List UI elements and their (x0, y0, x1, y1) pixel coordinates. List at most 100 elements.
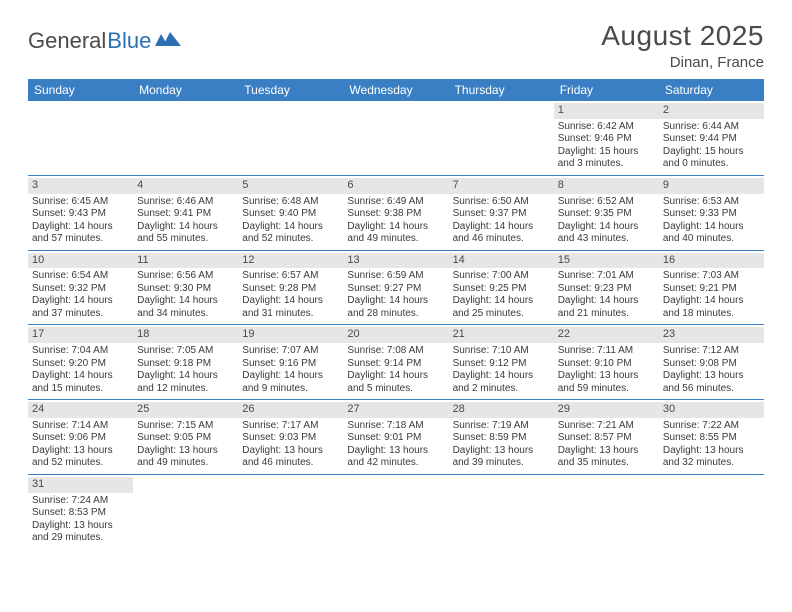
flag-icon (155, 28, 181, 54)
day-cell: 20Sunrise: 7:08 AMSunset: 9:14 PMDayligh… (343, 325, 448, 399)
daylight-text: Daylight: 13 hours and 35 minutes. (558, 445, 655, 470)
sunrise-text: Sunrise: 7:18 AM (347, 420, 444, 433)
calendar: SundayMondayTuesdayWednesdayThursdayFrid… (28, 79, 764, 549)
day-cell: 8Sunrise: 6:52 AMSunset: 9:35 PMDaylight… (554, 176, 659, 250)
day-cell (238, 101, 343, 175)
sunrise-text: Sunrise: 7:03 AM (663, 270, 760, 283)
page: GeneralBlue August 2025 Dinan, France Su… (0, 0, 792, 569)
daylight-text: Daylight: 13 hours and 46 minutes. (242, 445, 339, 470)
day-cell (554, 475, 659, 549)
sunrise-text: Sunrise: 7:17 AM (242, 420, 339, 433)
sunset-text: Sunset: 9:18 PM (137, 358, 234, 371)
sunset-text: Sunset: 8:53 PM (32, 507, 129, 520)
daylight-text: Daylight: 13 hours and 59 minutes. (558, 370, 655, 395)
sunset-text: Sunset: 9:05 PM (137, 432, 234, 445)
sunset-text: Sunset: 9:40 PM (242, 208, 339, 221)
day-number: 15 (554, 253, 659, 269)
day-cell (133, 475, 238, 549)
daylight-text: Daylight: 14 hours and 25 minutes. (453, 295, 550, 320)
day-number: 21 (449, 327, 554, 343)
daylight-text: Daylight: 14 hours and 5 minutes. (347, 370, 444, 395)
sunset-text: Sunset: 9:38 PM (347, 208, 444, 221)
daylight-text: Daylight: 14 hours and 12 minutes. (137, 370, 234, 395)
day-cell: 10Sunrise: 6:54 AMSunset: 9:32 PMDayligh… (28, 251, 133, 325)
day-cell: 6Sunrise: 6:49 AMSunset: 9:38 PMDaylight… (343, 176, 448, 250)
day-cell (343, 101, 448, 175)
week-row: 10Sunrise: 6:54 AMSunset: 9:32 PMDayligh… (28, 251, 764, 326)
day-number: 22 (554, 327, 659, 343)
sunrise-text: Sunrise: 7:24 AM (32, 495, 129, 508)
sunset-text: Sunset: 9:27 PM (347, 283, 444, 296)
sunset-text: Sunset: 8:57 PM (558, 432, 655, 445)
day-number: 10 (28, 253, 133, 269)
day-cell: 13Sunrise: 6:59 AMSunset: 9:27 PMDayligh… (343, 251, 448, 325)
day-cell: 28Sunrise: 7:19 AMSunset: 8:59 PMDayligh… (449, 400, 554, 474)
daylight-text: Daylight: 14 hours and 37 minutes. (32, 295, 129, 320)
week-row: 24Sunrise: 7:14 AMSunset: 9:06 PMDayligh… (28, 400, 764, 475)
day-cell (659, 475, 764, 549)
daylight-text: Daylight: 13 hours and 52 minutes. (32, 445, 129, 470)
day-number: 14 (449, 253, 554, 269)
sunset-text: Sunset: 9:41 PM (137, 208, 234, 221)
day-number: 19 (238, 327, 343, 343)
daylight-text: Daylight: 13 hours and 39 minutes. (453, 445, 550, 470)
sunrise-text: Sunrise: 7:15 AM (137, 420, 234, 433)
logo-text-blue: Blue (107, 28, 151, 54)
sunset-text: Sunset: 9:03 PM (242, 432, 339, 445)
sunset-text: Sunset: 9:21 PM (663, 283, 760, 296)
sunset-text: Sunset: 9:25 PM (453, 283, 550, 296)
day-cell: 12Sunrise: 6:57 AMSunset: 9:28 PMDayligh… (238, 251, 343, 325)
daylight-text: Daylight: 14 hours and 31 minutes. (242, 295, 339, 320)
day-number: 12 (238, 253, 343, 269)
sunset-text: Sunset: 9:06 PM (32, 432, 129, 445)
sunset-text: Sunset: 9:32 PM (32, 283, 129, 296)
day-cell: 31Sunrise: 7:24 AMSunset: 8:53 PMDayligh… (28, 475, 133, 549)
day-cell: 23Sunrise: 7:12 AMSunset: 9:08 PMDayligh… (659, 325, 764, 399)
sunrise-text: Sunrise: 7:01 AM (558, 270, 655, 283)
day-cell: 24 Sunrise: 7:14 AMSunset: 9:06 PMDayligh… (28, 400, 133, 474)
sunset-text: Sunset: 9:33 PM (663, 208, 760, 221)
day-number: 3 (28, 178, 133, 194)
sunrise-text: Sunrise: 7:19 AM (453, 420, 550, 433)
sunset-text: Sunset: 9:35 PM (558, 208, 655, 221)
day-cell: 16Sunrise: 7:03 AMSunset: 9:21 PMDayligh… (659, 251, 764, 325)
day-number: 24 (28, 402, 133, 418)
daylight-text: Daylight: 13 hours and 49 minutes. (137, 445, 234, 470)
sunrise-text: Sunrise: 7:07 AM (242, 345, 339, 358)
sunrise-text: Sunrise: 6:57 AM (242, 270, 339, 283)
sunset-text: Sunset: 9:44 PM (663, 133, 760, 146)
day-number: 18 (133, 327, 238, 343)
daylight-text: Daylight: 13 hours and 42 minutes. (347, 445, 444, 470)
day-cell: 1Sunrise: 6:42 AMSunset: 9:46 PMDaylight… (554, 101, 659, 175)
daylight-text: Daylight: 13 hours and 32 minutes. (663, 445, 760, 470)
sunrise-text: Sunrise: 7:14 AM (32, 420, 129, 433)
sunset-text: Sunset: 9:37 PM (453, 208, 550, 221)
sunset-text: Sunset: 8:59 PM (453, 432, 550, 445)
sunrise-text: Sunrise: 7:00 AM (453, 270, 550, 283)
sunrise-text: Sunrise: 6:59 AM (347, 270, 444, 283)
sunrise-text: Sunrise: 6:49 AM (347, 196, 444, 209)
day-cell: 19Sunrise: 7:07 AMSunset: 9:16 PMDayligh… (238, 325, 343, 399)
day-cell: 27Sunrise: 7:18 AMSunset: 9:01 PMDayligh… (343, 400, 448, 474)
day-number: 1 (554, 103, 659, 119)
day-header: Tuesday (238, 79, 343, 101)
sunset-text: Sunset: 9:01 PM (347, 432, 444, 445)
daylight-text: Daylight: 14 hours and 43 minutes. (558, 221, 655, 246)
day-cell: 15Sunrise: 7:01 AMSunset: 9:23 PMDayligh… (554, 251, 659, 325)
sunrise-text: Sunrise: 6:45 AM (32, 196, 129, 209)
day-cell: 17Sunrise: 7:04 AMSunset: 9:20 PMDayligh… (28, 325, 133, 399)
day-cell: 5Sunrise: 6:48 AMSunset: 9:40 PMDaylight… (238, 176, 343, 250)
sunset-text: Sunset: 9:43 PM (32, 208, 129, 221)
sunrise-text: Sunrise: 7:10 AM (453, 345, 550, 358)
sunrise-text: Sunrise: 6:50 AM (453, 196, 550, 209)
day-cell: 3Sunrise: 6:45 AMSunset: 9:43 PMDaylight… (28, 176, 133, 250)
day-header: Wednesday (343, 79, 448, 101)
sunrise-text: Sunrise: 7:21 AM (558, 420, 655, 433)
sunrise-text: Sunrise: 6:44 AM (663, 121, 760, 134)
daylight-text: Daylight: 14 hours and 55 minutes. (137, 221, 234, 246)
day-number: 6 (343, 178, 448, 194)
title-block: August 2025 Dinan, France (601, 20, 764, 71)
daylight-text: Daylight: 13 hours and 56 minutes. (663, 370, 760, 395)
sunrise-text: Sunrise: 7:12 AM (663, 345, 760, 358)
day-cell (28, 101, 133, 175)
